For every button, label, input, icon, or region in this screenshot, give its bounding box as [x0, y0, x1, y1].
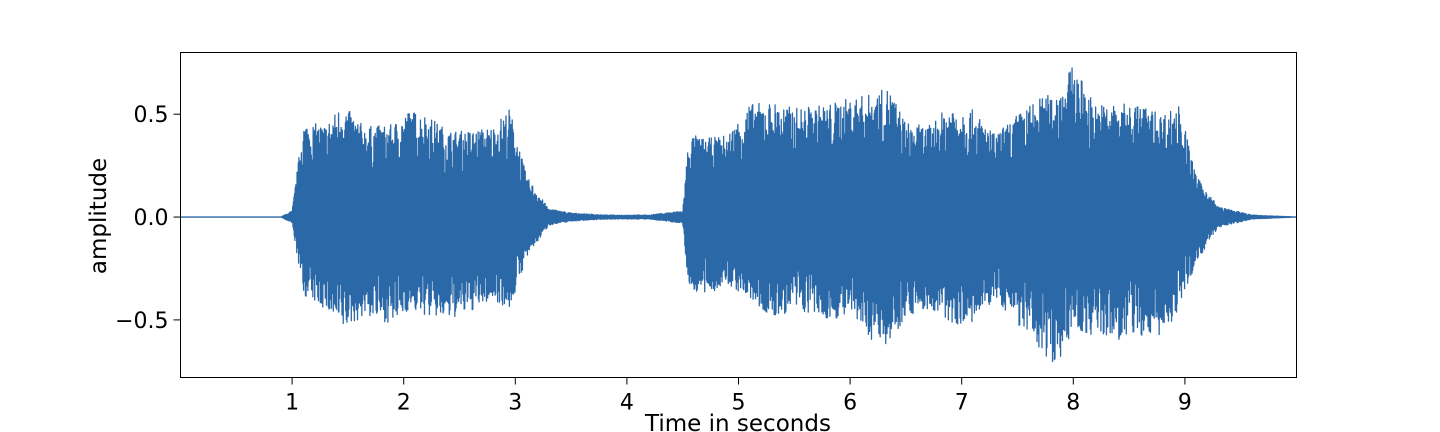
- x-axis: 1 2 3 4 5 6 7 8 9: [285, 377, 1192, 416]
- x-tick-label: 4: [620, 391, 634, 416]
- y-tick-label: 0.5: [134, 103, 169, 128]
- y-axis: −0.5 0.0 0.5: [115, 103, 181, 334]
- plot-area: [180, 67, 1297, 363]
- x-tick-label: 2: [397, 391, 411, 416]
- y-tick-label: −0.5: [115, 309, 168, 334]
- x-axis-label: Time in seconds: [644, 411, 831, 432]
- x-tick-label: 9: [1178, 391, 1192, 416]
- x-tick-label: 6: [843, 391, 857, 416]
- waveform-line: [180, 67, 1297, 363]
- y-axis-label: amplitude: [86, 158, 112, 274]
- x-tick-label: 7: [955, 391, 969, 416]
- x-tick-label: 3: [508, 391, 522, 416]
- y-tick-label: 0.0: [134, 206, 169, 231]
- x-tick-label: 1: [285, 391, 299, 416]
- x-tick-label: 8: [1066, 391, 1080, 416]
- x-tick-label: 5: [732, 391, 746, 416]
